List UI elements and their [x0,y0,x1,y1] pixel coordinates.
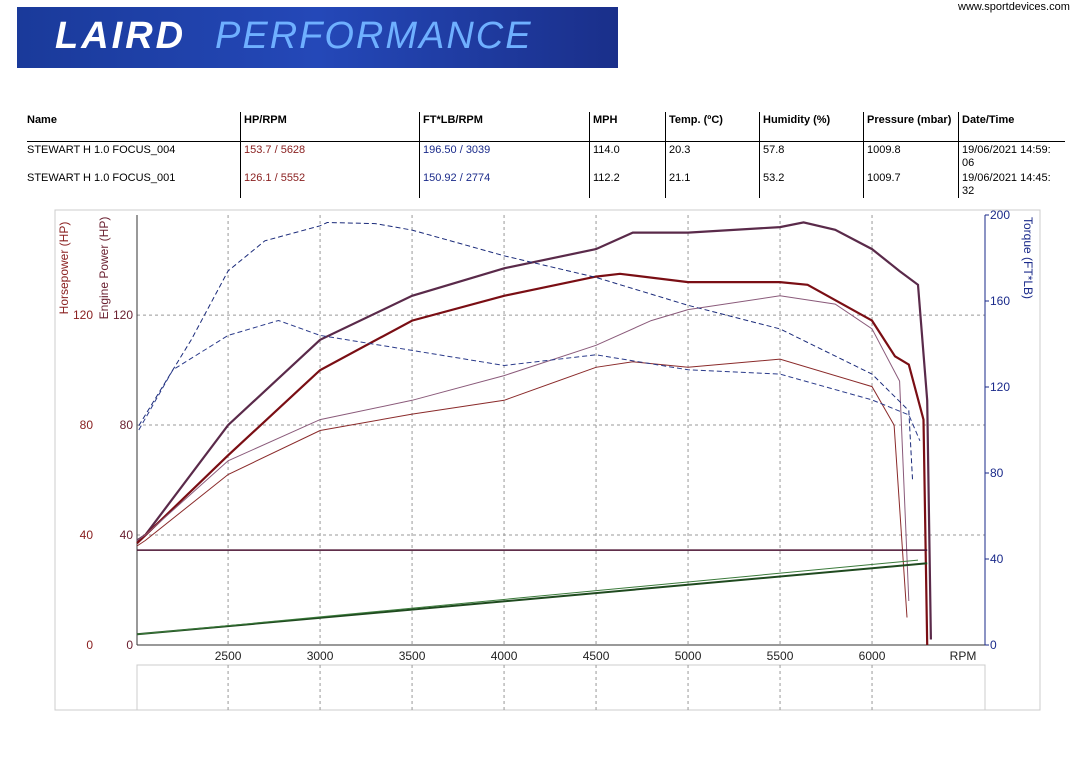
y2-tick-label: 0 [990,638,997,652]
table-rule [27,141,1065,142]
table-rule [958,112,959,198]
y2-tick-label: 80 [990,466,1004,480]
series-line [136,295,910,602]
column-header: HP/RPM [244,114,287,126]
x-tick-label: 3500 [399,649,426,663]
table-rule [665,112,666,198]
url: www.sportdevices.com [958,1,1070,13]
series-line [138,319,921,441]
table-cell: 150.92 / 2774 [423,172,491,184]
column-header: Humidity (%) [763,114,831,126]
table-cell: 153.7 / 5628 [244,144,306,156]
y-axis-label: Horsepower (HP) [57,222,71,315]
table-rule [589,112,590,198]
column-header: Name [27,114,57,126]
table-cell: 21.1 [669,172,691,184]
series-line [136,221,932,640]
table-cell: STEWART H 1.0 FOCUS_001 [27,172,176,184]
table-cell: STEWART H 1.0 FOCUS_004 [27,144,176,156]
x-tick-label: 4500 [583,649,610,663]
y-inner-tick-label: 80 [120,418,134,432]
logo-bold: LAIRD [55,15,187,57]
x-tick-label: 2500 [215,649,242,663]
table-rule [863,112,864,198]
y2-tick-label: 40 [990,552,1004,566]
y-inner-tick-label: 40 [120,528,134,542]
x-tick-label: 3000 [307,649,334,663]
logo-banner: LAIRD PERFORMANCE [17,7,618,68]
column-header: Temp. (ºC) [669,114,723,126]
table-rule [419,112,420,198]
table-cell: 114.0 [593,144,620,156]
column-header: Date/Time [962,114,1015,126]
y-tick-label: 0 [86,638,93,652]
y2-tick-label: 120 [990,380,1010,394]
table-cell: 126.1 / 5552 [244,172,306,184]
y-inner-tick-label: 0 [126,638,133,652]
y-tick-label: 80 [80,418,94,432]
y-tick-label: 40 [80,528,94,542]
logo-light: PERFORMANCE [215,15,533,57]
table-cell: 20.3 [669,144,691,156]
series-line [136,272,929,646]
table-cell: 53.2 [763,172,785,184]
table-cell: 19/06/2021 14:59:06 [962,144,1051,169]
x-tick-label: 5000 [675,649,702,663]
table-cell: 1009.7 [867,172,901,184]
table-cell: 196.50 / 3039 [423,144,491,156]
series-line [136,358,908,618]
x-tick-label: 5500 [767,649,794,663]
series-line [138,221,913,480]
table-rule [240,112,241,198]
y2-tick-label: 160 [990,294,1010,308]
y-inner-tick-label: 120 [113,308,133,322]
table-cell: 1009.8 [867,144,901,156]
table-cell: 19/06/2021 14:45:32 [962,172,1051,197]
table-cell: 112.2 [593,172,620,184]
y-inner-axis-label: Engine Power (HP) [97,217,111,320]
y2-tick-label: 200 [990,208,1010,222]
table-rule [759,112,760,198]
x-tick-label: 6000 [859,649,886,663]
x-band [136,664,986,711]
column-header: Pressure (mbar) [867,114,952,126]
table-cell: 57.8 [763,144,785,156]
column-header: MPH [593,114,618,126]
x-tick-label: 4000 [491,649,518,663]
y2-axis-label: Torque (FT*LB) [1021,217,1035,299]
series-line [136,559,919,635]
series-line [136,562,928,636]
column-header: FT*LB/RPM [423,114,483,126]
x-axis-label: RPM [950,649,977,663]
y-tick-label: 120 [73,308,93,322]
